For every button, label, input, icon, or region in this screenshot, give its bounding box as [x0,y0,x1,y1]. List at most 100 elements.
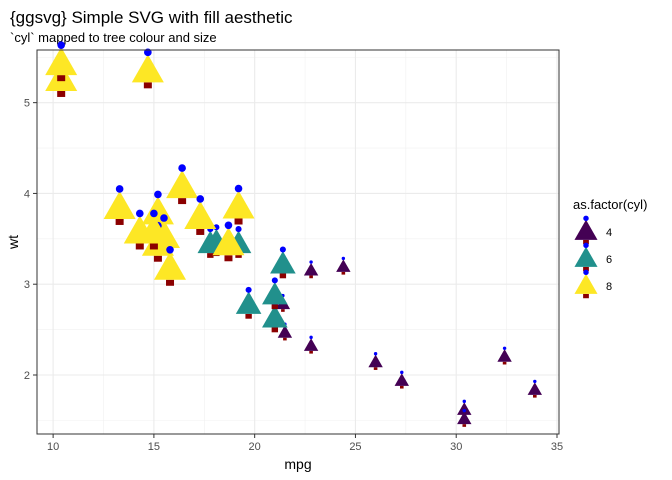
tree-trunk [153,255,162,262]
tree-body [131,54,164,83]
tree-body [527,382,543,395]
tree-trunk [224,255,233,262]
tree-ornament [224,221,233,230]
tree-trunk [462,424,467,427]
tree-ornament [462,399,466,404]
tree-body [574,273,598,294]
data-point-cyl-8 [154,245,187,286]
tree-trunk [583,293,589,299]
plot-border [36,49,560,435]
tree-trunk [283,337,287,341]
x-tick-label: 15 [148,441,160,453]
tree-ornament [309,260,313,264]
tree-trunk [143,82,152,89]
tree-body [262,281,288,305]
data-point-cyl-6 [270,246,296,279]
tree-body [166,170,199,199]
legend-label-4: 4 [606,227,612,239]
data-point-cyl-4 [527,379,543,398]
legend-key-4 [574,215,598,245]
tree-trunk [196,228,205,235]
x-tick-label: 20 [249,441,261,453]
tree-body [303,262,319,276]
legend-key-6 [574,242,598,272]
tree-body [368,354,383,368]
data-point-cyl-8 [103,185,136,225]
x-tick-label: 25 [349,441,361,453]
tree-trunk [271,327,279,333]
tree-trunk [309,350,313,354]
tree-body [235,291,262,314]
tree-body [103,190,136,219]
data-point-cyl-8 [137,209,170,250]
y-tick-label: 3 [24,279,30,291]
tree-trunk [115,218,124,225]
tree-ornament [309,335,313,340]
legend-title: as.factor(cyl) [573,197,647,212]
tree-ornament [234,184,243,193]
data-point-cyl-4 [336,256,351,275]
data-point-cyl-8 [222,184,255,225]
tree-ornament [115,185,124,193]
data-point-cyl-4 [303,335,319,354]
tree-body [303,338,319,351]
y-tick-label: 2 [24,370,30,382]
tree-body [457,402,472,415]
tree-trunk [57,90,66,97]
tree-ornament [373,352,378,356]
tree-ornament [196,195,205,203]
legend: as.factor(cyl) 4 6 8 [573,197,647,299]
data-point-cyl-8 [166,164,199,205]
tree-trunk [234,218,243,225]
tree-trunk [533,394,537,398]
legend-key-8 [574,269,598,299]
tree-body [394,373,409,386]
tree-body [197,230,224,254]
tree-ornament [502,346,507,350]
tree-ornament [235,226,242,233]
tree-ornament [341,256,346,261]
tree-body [222,190,255,219]
data-point-cyl-4 [303,260,319,279]
tree-body [277,325,293,338]
tree-body [336,259,351,272]
tree-trunk [149,243,158,250]
tree-ornament [583,215,589,222]
tree-trunk [235,253,242,258]
tree-ornament [150,209,158,218]
tree-body [45,47,78,76]
tree-trunk [166,279,175,286]
chart-subtitle: `cyl` mapped to tree colour and size [10,30,217,45]
tree-ornament [400,370,404,375]
tree-body [184,200,217,229]
x-tick-label: 30 [450,441,462,453]
tree-trunk [502,361,507,365]
tree-body [137,215,170,244]
data-point-cyl-4 [497,346,512,365]
data-point-cyl-8 [184,195,217,235]
data-point-cyl-8 [45,41,78,82]
tree-ornament [160,214,168,222]
tree-ornament [166,245,174,254]
tree-ornament [271,277,278,284]
y-tick-label: 4 [24,188,30,200]
data-point-cyl-8 [212,221,245,262]
tree-points [45,41,543,427]
tree-body [497,349,512,362]
tree-trunk [271,304,279,310]
tree-ornament [154,190,162,199]
tree-body [457,411,472,425]
tree-trunk [57,75,66,82]
legend-label-6: 6 [606,254,612,266]
tree-trunk [309,275,313,279]
tree-ornament [245,286,252,293]
tree-ornament [279,246,286,253]
tree-trunk [135,243,144,250]
tree-body [262,305,288,328]
tree-ornament [533,379,537,384]
tree-ornament [583,269,589,276]
tree-ornament [462,408,466,413]
tree-trunk [583,239,589,245]
data-point-cyl-6 [262,277,288,310]
